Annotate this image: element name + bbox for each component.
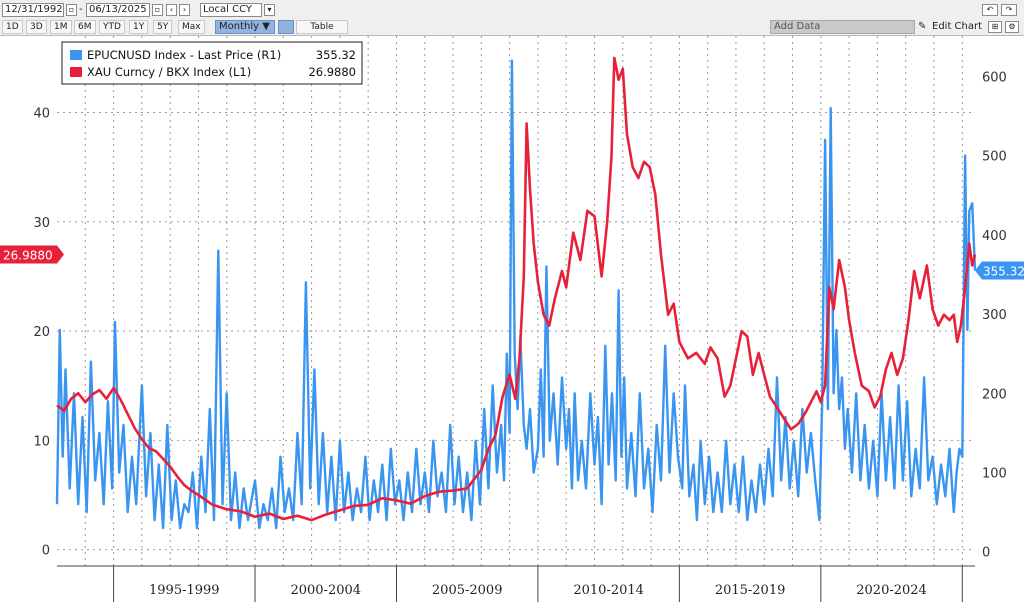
period-max-button[interactable]: Max bbox=[178, 20, 205, 34]
legend-swatch-epucnusd bbox=[70, 50, 82, 60]
period-1y-button[interactable]: 1Y bbox=[129, 20, 149, 34]
chart-options-icon[interactable]: ⊞ bbox=[988, 21, 1002, 33]
series-line-epucnusd bbox=[55, 59, 977, 530]
legend-value-xau-bkx: 26.9880 bbox=[308, 65, 356, 79]
chart-series-layer bbox=[55, 56, 977, 530]
x-axis-tick-label: 1995-1999 bbox=[149, 583, 220, 598]
edit-pencil-icon[interactable]: ✎ bbox=[918, 21, 927, 32]
legend-label-xau-bkx: XAU Curncy / BKX Index (L1) bbox=[87, 65, 251, 79]
right-axis-tick-label: 0 bbox=[982, 546, 990, 561]
legend-label-epucnusd: EPUCNUSD Index - Last Price (R1) bbox=[87, 48, 281, 62]
left-axis-tick-label: 30 bbox=[33, 216, 50, 231]
date-separator: - bbox=[79, 4, 83, 15]
end-date-picker-icon[interactable]: ▫ bbox=[152, 4, 163, 16]
right-axis-tick-label: 200 bbox=[982, 387, 1007, 402]
frequency-label: Monthly bbox=[219, 21, 260, 32]
period-3d-button[interactable]: 3D bbox=[26, 20, 47, 34]
right-axis-tick-label: 400 bbox=[982, 229, 1007, 244]
x-axis-tick-label: 2015-2019 bbox=[715, 583, 786, 598]
x-axis-tick-label: 2000-2004 bbox=[290, 583, 361, 598]
period-1m-button[interactable]: 1M bbox=[50, 20, 72, 34]
frequency-select[interactable]: Monthly ▼ bbox=[215, 20, 275, 34]
previous-period-icon[interactable]: ‹ bbox=[166, 4, 177, 16]
add-data-input[interactable]: Add Data bbox=[770, 20, 915, 34]
last-value-tag-epucnusd bbox=[975, 261, 1024, 280]
edit-chart-button[interactable]: Edit Chart bbox=[932, 21, 983, 32]
series-line-xau-bkx bbox=[56, 56, 977, 522]
right-axis-tick-label: 100 bbox=[982, 467, 1007, 482]
last-value-label-epucnusd: 355.32 bbox=[983, 264, 1024, 278]
x-axis-tick-label: 2005-2009 bbox=[432, 583, 503, 598]
frequency-dropdown-icon: ▼ bbox=[262, 21, 270, 32]
right-axis-tick-label: 600 bbox=[982, 70, 1007, 85]
settings-gear-icon[interactable]: ⚙ bbox=[1005, 21, 1019, 33]
chart-legend: EPUCNUSD Index - Last Price (R1) 355.32 … bbox=[61, 41, 363, 85]
undo-icon[interactable]: ↶ bbox=[982, 4, 998, 16]
left-axis-tick-label: 0 bbox=[42, 544, 50, 559]
right-axis-tick-label: 300 bbox=[982, 308, 1007, 323]
chart-toolbar: 12/31/1992 ▫ - 06/13/2025 ▫ ‹ › Local CC… bbox=[0, 0, 1024, 36]
next-period-icon[interactable]: › bbox=[179, 4, 190, 16]
start-date-picker-icon[interactable]: ▫ bbox=[66, 4, 77, 16]
start-date-field[interactable]: 12/31/1992 bbox=[2, 3, 64, 17]
last-value-tag-xau-bkx bbox=[0, 245, 64, 264]
chart-value-labels: 26.9880 355.32 bbox=[0, 245, 1024, 280]
period-5y-button[interactable]: 5Y bbox=[153, 20, 173, 34]
table-button[interactable]: Table bbox=[296, 20, 348, 34]
legend-box bbox=[61, 41, 363, 85]
left-axis-tick-label: 10 bbox=[33, 434, 50, 449]
period-6m-button[interactable]: 6M bbox=[74, 20, 96, 34]
x-axis-tick-label: 2020-2024 bbox=[856, 583, 927, 598]
last-value-label-xau-bkx: 26.9880 bbox=[3, 249, 53, 263]
period-1d-button[interactable]: 1D bbox=[2, 20, 23, 34]
chart-type-icon[interactable] bbox=[278, 20, 294, 34]
end-date-field[interactable]: 06/13/2025 bbox=[86, 3, 150, 17]
legend-value-epucnusd: 355.32 bbox=[316, 48, 356, 62]
right-axis-tick-label: 500 bbox=[982, 150, 1007, 165]
left-axis-tick-label: 20 bbox=[33, 325, 50, 340]
x-axis-tick-label: 2010-2014 bbox=[573, 583, 644, 598]
redo-icon[interactable]: ↷ bbox=[1001, 4, 1017, 16]
period-ytd-button[interactable]: YTD bbox=[99, 20, 125, 34]
legend-swatch-xau-bkx bbox=[70, 67, 82, 77]
currency-dropdown-icon[interactable]: ▾ bbox=[264, 4, 275, 16]
currency-select[interactable]: Local CCY bbox=[200, 3, 262, 17]
left-axis-tick-label: 40 bbox=[33, 106, 50, 121]
